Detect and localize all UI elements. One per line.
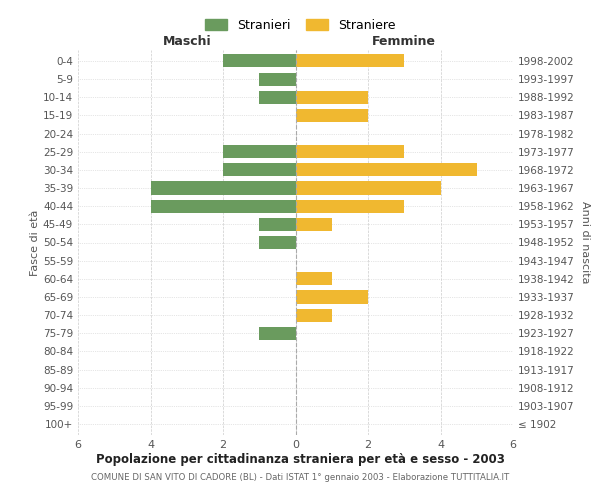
Bar (296, 145, 404, 158)
Bar (296, 109, 368, 122)
Bar (296, 308, 332, 322)
Bar (151, 182, 296, 194)
Text: Femmine: Femmine (372, 35, 436, 48)
Bar (223, 145, 296, 158)
Bar (296, 54, 404, 68)
Legend: Stranieri, Straniere: Stranieri, Straniere (199, 14, 401, 37)
Bar (296, 164, 477, 176)
Bar (151, 200, 296, 212)
Bar (296, 272, 332, 285)
Y-axis label: Fasce di età: Fasce di età (30, 210, 40, 276)
Text: COMUNE DI SAN VITO DI CADORE (BL) - Dati ISTAT 1° gennaio 2003 - Elaborazione TU: COMUNE DI SAN VITO DI CADORE (BL) - Dati… (91, 472, 509, 482)
Bar (259, 72, 296, 86)
Text: Popolazione per cittadinanza straniera per età e sesso - 2003: Popolazione per cittadinanza straniera p… (95, 452, 505, 466)
Bar (223, 54, 296, 68)
Bar (223, 164, 296, 176)
Bar (259, 90, 296, 104)
Bar (296, 200, 404, 212)
Bar (296, 290, 368, 304)
Bar (259, 236, 296, 249)
Text: Maschi: Maschi (163, 35, 211, 48)
Bar (296, 182, 440, 194)
Y-axis label: Anni di nascita: Anni di nascita (580, 201, 590, 284)
Bar (259, 327, 296, 340)
Bar (259, 218, 296, 231)
Bar (296, 218, 332, 231)
Bar (296, 90, 368, 104)
